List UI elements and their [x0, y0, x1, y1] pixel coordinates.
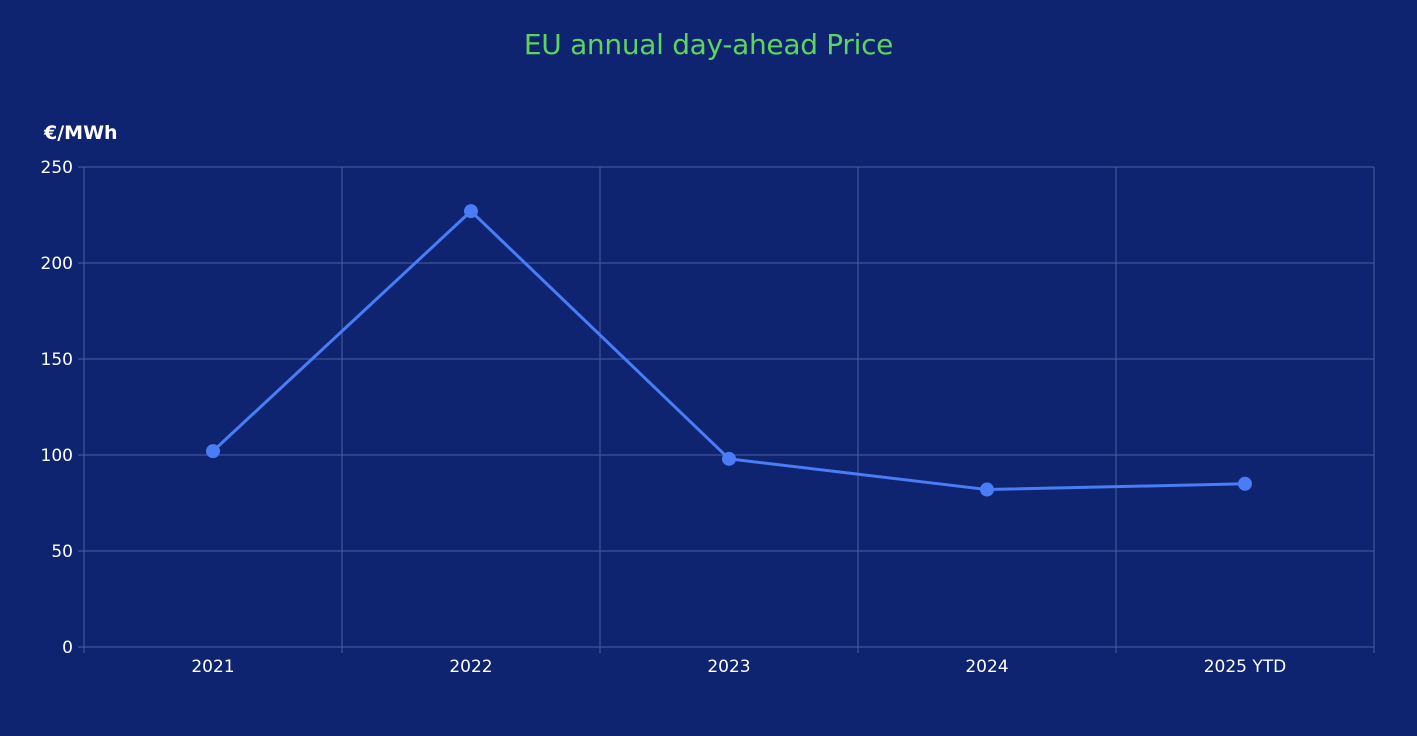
- axes: [78, 166, 1375, 653]
- y-tick-label: 250: [41, 158, 73, 178]
- y-tick-labels: 0 50 100 150 200 250: [41, 158, 73, 658]
- series: [206, 204, 1252, 497]
- data-point: [722, 451, 736, 466]
- x-tick-labels: 2021 2022 2023 2024 2025 YTD: [191, 657, 1286, 677]
- y-tick-label: 200: [41, 254, 73, 274]
- data-point: [1238, 476, 1252, 491]
- y-tick-label: 100: [41, 446, 73, 466]
- x-tick-label: 2024: [965, 657, 1008, 677]
- grid-lines: [83, 166, 1375, 648]
- data-point: [980, 482, 994, 497]
- x-tick-label: 2025 YTD: [1204, 657, 1287, 677]
- y-tick-label: 150: [41, 350, 73, 370]
- data-point: [464, 204, 478, 219]
- y-tick-label: 0: [62, 638, 73, 658]
- chart-title: EU annual day-ahead Price: [523, 28, 894, 61]
- x-tick-label: 2022: [449, 657, 492, 677]
- data-point: [206, 444, 220, 459]
- x-tick-label: 2021: [191, 657, 234, 677]
- series-line: [211, 209, 1246, 492]
- y-tick-label: 50: [51, 542, 73, 562]
- x-tick-label: 2023: [707, 657, 750, 677]
- y-axis-label: €/MWh: [43, 122, 118, 144]
